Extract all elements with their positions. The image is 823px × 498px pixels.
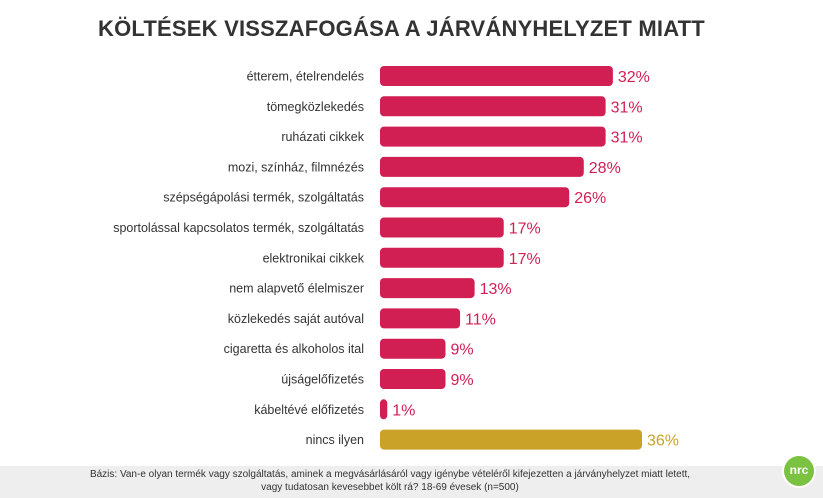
value-label: 9% (451, 342, 474, 359)
category-label: közlekedés saját autóval (228, 312, 364, 326)
value-label: 17% (509, 221, 541, 238)
footnote-panel: Bázis: Van-e olyan termék vagy szolgálta… (0, 466, 823, 498)
category-label: nincs ilyen (306, 433, 364, 447)
bar (380, 126, 606, 147)
category-label: cigaretta és alkoholos ital (224, 342, 364, 356)
value-label: 31% (611, 130, 643, 147)
category-label: étterem, ételrendelés (247, 70, 364, 84)
bar (380, 66, 613, 86)
value-label: 11% (465, 311, 496, 328)
nrc-logo: nrc (784, 456, 814, 486)
category-label: ruházati cikkek (281, 130, 364, 144)
value-label: 17% (509, 251, 541, 268)
category-label: mozi, színház, filmnézés (228, 160, 364, 174)
value-label: 26% (574, 190, 606, 207)
chart-title: KÖLTÉSEK VISSZAFOGÁSA A JÁRVÁNYHELYZET M… (98, 16, 705, 41)
bar (380, 369, 446, 389)
bar (380, 399, 388, 420)
category-label: újságelőfizetés (281, 373, 364, 387)
bar (380, 187, 570, 208)
category-label: szépségápolási termék, szolgáltatás (163, 191, 364, 205)
value-label: 31% (611, 99, 643, 116)
value-label: 13% (480, 281, 512, 298)
value-label: 32% (618, 69, 650, 86)
value-label: 1% (392, 402, 415, 419)
bar (380, 338, 446, 359)
bar (380, 247, 504, 268)
footnote-line-1: Bázis: Van-e olyan termék vagy szolgálta… (89, 469, 691, 480)
bar (380, 156, 584, 177)
bar-highlight (380, 429, 642, 450)
value-label: 36% (647, 433, 679, 450)
value-label: 28% (589, 160, 621, 177)
value-label: 9% (451, 372, 474, 389)
category-label: elektronikai cikkek (263, 251, 365, 265)
category-label: tömegközlekedés (267, 100, 364, 114)
bar (380, 217, 504, 238)
bar (380, 96, 606, 117)
bar (380, 278, 475, 299)
category-label: nem alapvető élelmiszer (229, 282, 364, 296)
footnote-line-2: vagy tudatosan kevesebbet költ rá? 18-69… (261, 482, 519, 493)
category-label: kábeltévé előfizetés (254, 403, 364, 417)
footnote-text: Bázis: Van-e olyan termék vagy szolgálta… (40, 468, 740, 494)
bar-chart: étterem, ételrendelés 32% tömegközlekedés 3… (113, 66, 679, 450)
bar (380, 308, 461, 329)
category-label: sportolással kapcsolatos termék, szolgál… (113, 221, 364, 235)
